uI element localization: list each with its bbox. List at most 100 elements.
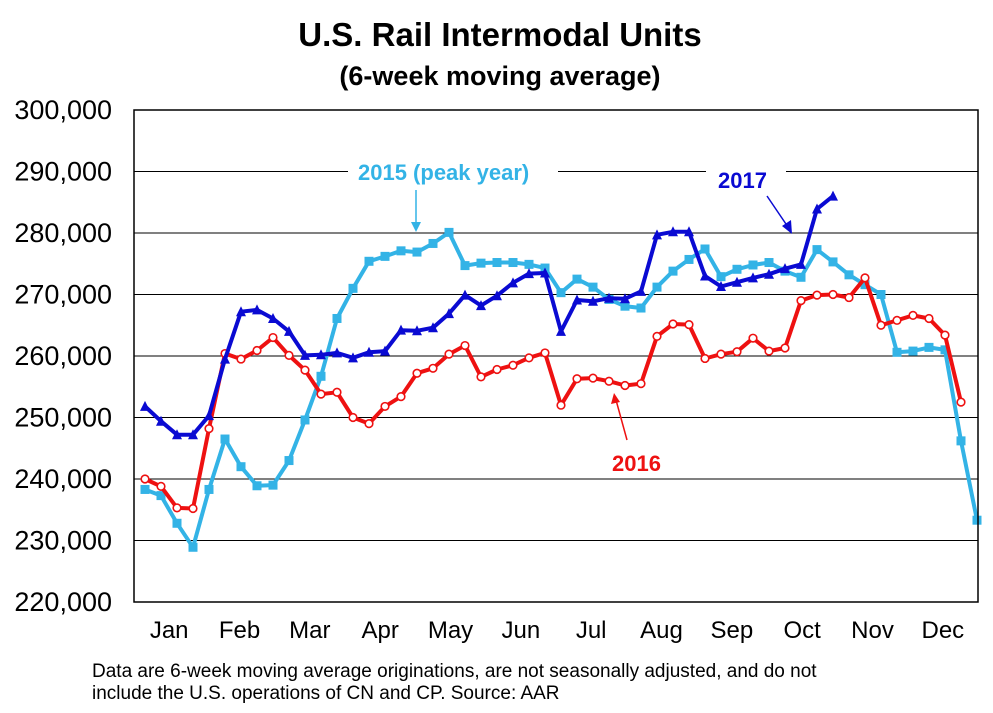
data-point — [460, 289, 470, 300]
data-point — [620, 380, 630, 391]
y-tick-label: 300,000 — [14, 95, 112, 125]
data-point — [268, 332, 278, 343]
data-point — [764, 346, 774, 356]
data-point — [652, 282, 662, 292]
data-point — [668, 319, 678, 329]
data-point — [780, 343, 790, 353]
data-point — [796, 258, 806, 269]
series-2017 — [140, 190, 838, 440]
data-point — [524, 353, 534, 363]
data-point — [316, 349, 326, 360]
series-line — [144, 275, 963, 511]
data-point — [588, 373, 598, 383]
data-point — [140, 474, 150, 484]
data-point — [748, 272, 758, 283]
data-point — [796, 296, 806, 306]
data-point — [668, 266, 678, 276]
data-point — [844, 270, 854, 280]
chart-title: U.S. Rail Intermodal Units — [298, 16, 701, 53]
data-point — [300, 415, 310, 425]
x-tick-label: Jun — [501, 617, 540, 644]
data-point — [284, 325, 294, 336]
annotation-2015-label: 2015 (peak year) — [358, 160, 529, 185]
data-point — [652, 331, 662, 341]
data-point — [604, 292, 614, 303]
data-point — [572, 274, 582, 284]
data-point — [380, 401, 390, 412]
data-point — [524, 268, 534, 279]
data-point — [140, 400, 150, 411]
data-point — [348, 283, 358, 293]
data-point — [844, 292, 854, 303]
data-point — [284, 456, 294, 466]
y-tick-label: 270,000 — [14, 280, 112, 310]
data-point — [300, 349, 310, 360]
x-tick-label: Jul — [576, 617, 607, 644]
data-point — [828, 289, 838, 300]
data-point — [412, 247, 422, 257]
data-point — [508, 360, 518, 370]
data-point — [732, 276, 742, 287]
annotation-2017: 2017 — [706, 165, 792, 234]
data-point — [236, 306, 246, 317]
data-point — [220, 353, 230, 364]
data-point — [220, 434, 230, 444]
data-point — [236, 462, 246, 472]
x-tick-label: Sep — [710, 617, 753, 644]
data-point — [540, 267, 550, 278]
data-point — [636, 285, 646, 296]
data-point — [268, 312, 278, 323]
data-point — [380, 345, 390, 356]
data-point — [348, 412, 358, 423]
data-point — [156, 491, 166, 501]
data-point — [556, 325, 566, 336]
data-point — [492, 364, 502, 375]
plot-frame — [133, 109, 979, 603]
data-point — [460, 340, 470, 351]
data-point — [636, 303, 646, 313]
data-point — [908, 346, 918, 356]
data-point — [188, 503, 198, 514]
data-point — [252, 345, 262, 356]
x-tick-label: Aug — [640, 617, 683, 644]
data-point — [348, 352, 358, 363]
series-line — [144, 230, 979, 550]
data-point — [572, 294, 582, 305]
data-point — [428, 238, 438, 248]
data-point — [764, 258, 774, 268]
series-lines — [140, 190, 982, 552]
data-point — [620, 293, 630, 304]
y-tick-label: 240,000 — [14, 464, 112, 494]
data-point — [444, 227, 454, 237]
data-point — [796, 272, 806, 282]
data-point — [188, 542, 198, 552]
annotation-2016-arrow — [615, 399, 628, 441]
annotation-2016: 2016 — [598, 393, 678, 478]
footnote-line-2: include the U.S. operations of CN and CP… — [92, 683, 560, 704]
data-point — [716, 272, 726, 282]
data-point — [652, 229, 662, 240]
data-point — [636, 379, 646, 389]
data-point — [812, 203, 822, 214]
y-tick-label: 230,000 — [14, 526, 112, 556]
data-point — [476, 300, 486, 311]
data-point — [332, 313, 342, 323]
footnote-line-1: Data are 6-week moving average originati… — [92, 661, 817, 682]
data-point — [940, 330, 950, 340]
data-point — [540, 348, 550, 358]
y-tick-label: 280,000 — [14, 218, 112, 248]
data-point — [892, 315, 902, 325]
data-point — [364, 256, 374, 266]
data-point — [780, 263, 790, 274]
annotation-2017-arrowhead — [782, 220, 792, 234]
data-point — [316, 371, 326, 381]
data-point — [924, 313, 934, 324]
data-point — [812, 290, 822, 300]
data-point — [428, 322, 438, 333]
data-point — [300, 365, 310, 375]
data-point — [700, 353, 710, 364]
annotation-2015-bg — [348, 157, 558, 187]
series-line — [143, 194, 835, 437]
data-point — [508, 277, 518, 288]
